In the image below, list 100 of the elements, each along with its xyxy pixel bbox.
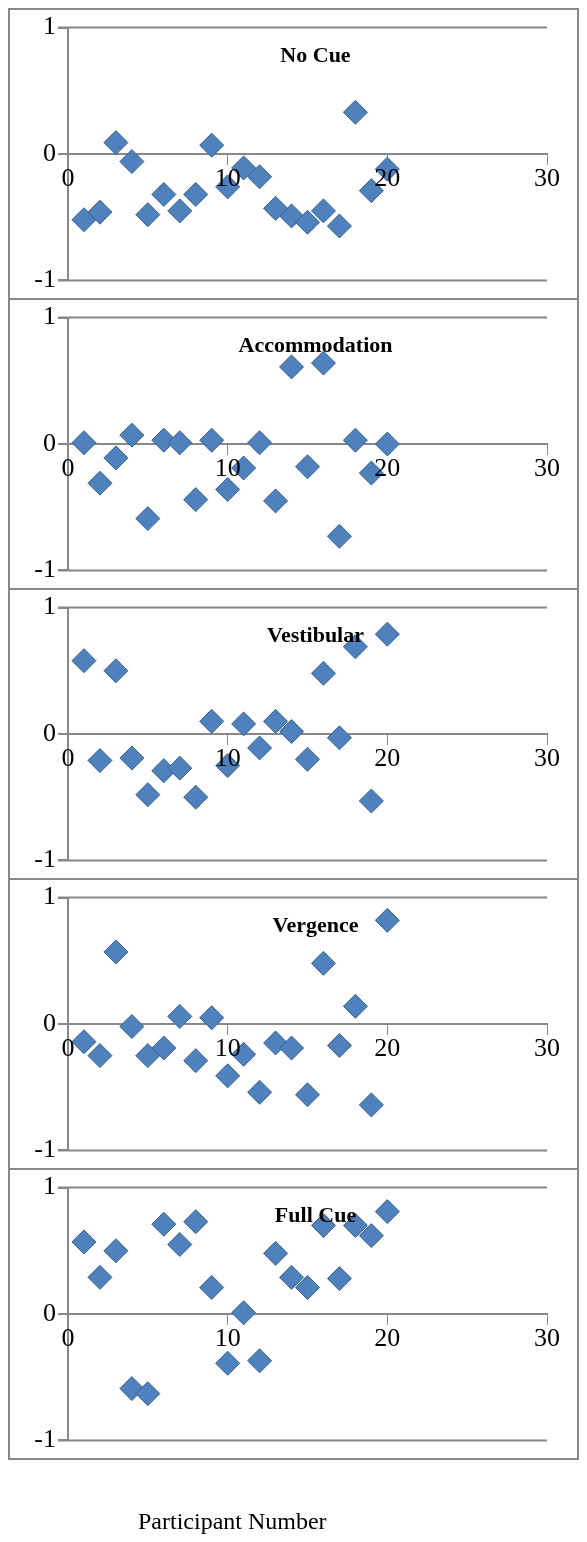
x-tick-label: 20 [374, 742, 401, 772]
point [295, 454, 320, 480]
point [151, 181, 177, 207]
point [183, 1048, 209, 1074]
point [119, 422, 145, 448]
y-tick-label: -1 [34, 1424, 56, 1454]
point [342, 99, 368, 125]
y-tick-label: 1 [43, 11, 56, 41]
point [167, 1003, 193, 1029]
point [247, 164, 273, 190]
point [151, 1035, 177, 1061]
point [135, 506, 161, 532]
point [103, 1238, 129, 1264]
point [295, 746, 320, 772]
point [263, 1030, 289, 1056]
y-tick-label: 1 [43, 301, 56, 331]
point [358, 788, 384, 814]
point [295, 1082, 320, 1108]
point [215, 1350, 241, 1376]
point [295, 209, 320, 235]
point [199, 1005, 225, 1031]
point [103, 939, 129, 965]
point [119, 1014, 145, 1040]
point [71, 207, 97, 233]
point [295, 1274, 320, 1300]
point [151, 1211, 177, 1237]
point [135, 1043, 161, 1069]
point [215, 1063, 241, 1089]
point [374, 431, 400, 457]
point [135, 1381, 161, 1407]
point [358, 1092, 384, 1118]
point [279, 718, 305, 744]
point [71, 430, 97, 456]
x-tick-label: 30 [534, 1032, 560, 1062]
point [374, 907, 400, 933]
point [199, 427, 225, 453]
point [310, 660, 336, 686]
point [183, 784, 209, 810]
point [119, 745, 145, 771]
y-tick-label: -1 [34, 844, 56, 874]
y-tick-label: 0 [43, 427, 56, 457]
text: Full Cue [274, 1202, 357, 1228]
point [310, 350, 336, 376]
point [326, 213, 352, 239]
text: Accommodation [238, 332, 393, 358]
point [87, 748, 113, 774]
point [326, 1032, 352, 1058]
point [279, 1264, 305, 1290]
y-tick-label: -1 [34, 554, 56, 584]
point [374, 621, 400, 647]
point [167, 198, 193, 224]
point [279, 1035, 305, 1061]
x-axis-title: Participant Number [137, 1508, 328, 1535]
point [71, 648, 97, 674]
point [199, 132, 225, 158]
point [199, 1274, 225, 1300]
point [358, 1223, 384, 1249]
y-tick-label: 0 [43, 1297, 56, 1327]
point [183, 1209, 209, 1235]
point [326, 523, 352, 549]
point [247, 735, 273, 761]
point [326, 1266, 352, 1292]
x-tick-label: 10 [214, 1032, 241, 1062]
point [87, 1264, 113, 1290]
point [263, 488, 289, 514]
point [71, 1229, 97, 1255]
x-tick-label: 30 [534, 1322, 560, 1352]
y-tick-label: -1 [34, 1134, 56, 1164]
point [87, 199, 113, 225]
y-tick-label: 1 [43, 591, 56, 621]
x-tick-label: 30 [534, 452, 560, 482]
y-tick-label: 1 [43, 881, 56, 911]
point [87, 470, 113, 496]
y-tick-label: 0 [43, 1007, 56, 1037]
y-tick-label: 0 [43, 137, 56, 167]
point [119, 1376, 145, 1402]
point [342, 427, 368, 453]
x-tick-label: 30 [534, 162, 560, 192]
point [310, 198, 336, 224]
point [103, 658, 129, 684]
text: Vergence [272, 912, 359, 938]
point [87, 1043, 113, 1069]
point [119, 149, 145, 175]
point [167, 430, 193, 456]
point [263, 195, 289, 221]
point [135, 202, 161, 228]
y-tick-label: -1 [34, 264, 56, 294]
point [167, 755, 193, 781]
text: No Cue [280, 42, 351, 68]
point [247, 1348, 273, 1374]
point [374, 1199, 400, 1225]
point [135, 782, 161, 808]
x-tick-label: 20 [374, 1322, 401, 1352]
point [103, 445, 129, 471]
point [279, 354, 305, 380]
point [103, 130, 129, 156]
point [247, 430, 273, 456]
point [231, 1300, 257, 1326]
text: Vestibular [267, 622, 365, 648]
point [167, 1231, 193, 1257]
